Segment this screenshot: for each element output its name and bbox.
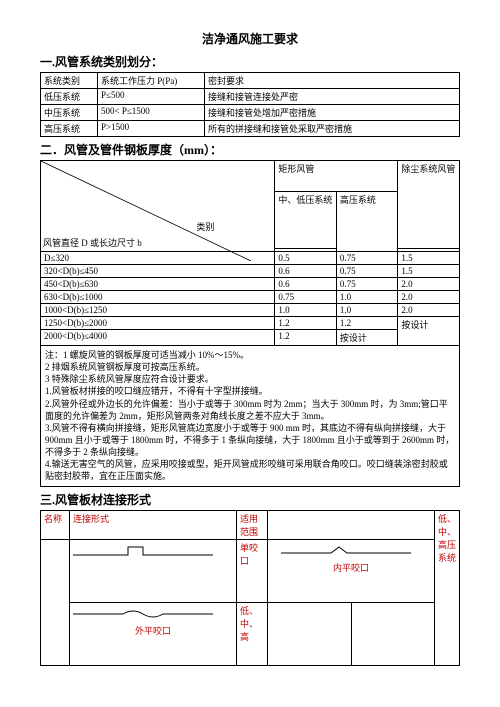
t3-h0: 名称 xyxy=(41,510,70,539)
joint-line-icon xyxy=(73,541,233,561)
table-thickness: 类别 风管直径 D 或长边尺寸 b 矩形风管 除尘系统风管 中、低压系统 高压系… xyxy=(40,160,460,346)
t2-label-diam: 风管直径 D 或长边尺寸 b xyxy=(43,236,142,249)
t2-r4c3: 2.0 xyxy=(398,304,460,317)
t3-name-blank xyxy=(41,539,70,665)
note-5: 3.风管不得有横向拼接缝，矩形风管底边宽度小于或等于 900 mm 时，其底边不… xyxy=(45,422,455,458)
t2-h-high: 高压系统 xyxy=(336,192,398,252)
note-3: 1.风管板材拼接的咬口缝应错开，不得有十字型拼接缝。 xyxy=(45,385,455,397)
t1-r1c1: 500< P≤1500 xyxy=(98,105,205,121)
t1-r0c2: 接缝和接管连接处严密 xyxy=(205,89,460,105)
t1-r2c0: 高压系统 xyxy=(41,121,98,137)
t2-diag-cell: 类别 风管直径 D 或长边尺寸 b xyxy=(41,161,275,252)
joint-line-icon xyxy=(73,604,233,624)
t2-r3c2: 1.0 xyxy=(336,291,398,304)
t3-single-bite-label: 单咬口 xyxy=(237,539,268,602)
t2-r5c2: 1.2 xyxy=(336,317,398,330)
t2-label-type: 类别 xyxy=(196,220,214,233)
t2-h-lowmid: 中、低压系统 xyxy=(275,192,337,249)
t2-r6c2: 按设计 xyxy=(336,330,398,346)
t1-h1: 系统工作压力 P(Pa) xyxy=(98,73,205,89)
t2-r0c1: 0.5 xyxy=(275,252,337,265)
note-2: 3 特殊除尘系统风管厚度应符合设计要求。 xyxy=(45,373,455,385)
t2-h-rect: 矩形风管 xyxy=(275,161,398,192)
t1-r0c0: 低压系统 xyxy=(41,89,98,105)
t2-h-dust: 除尘系统风管 xyxy=(398,161,460,249)
t2-r2c1: 0.6 xyxy=(275,278,337,291)
t2-r1c2: 0.75 xyxy=(336,265,398,278)
page-title: 洁净通风施工要求 xyxy=(40,30,460,47)
t3-outer-flat-label: 外平咬口 xyxy=(73,624,233,637)
t2-r5c1: 1.2 xyxy=(275,317,337,330)
t1-r2c2: 所有的拼接缝和接管处采取严密措施 xyxy=(205,121,460,137)
note-1: 2 排烟系统风管钢板厚度可按高压系统。 xyxy=(45,361,455,373)
note-0: 注：1 螺旋风管的钢板厚度可适当减小 10%～15%。 xyxy=(45,349,455,361)
section3-heading: 三.风管板材连接形式 xyxy=(40,491,460,508)
t2-r1c1: 0.6 xyxy=(275,265,337,278)
t2-r3c3: 2.0 xyxy=(398,291,460,304)
note-6: 4.输送无害空气的风管，应采用咬接或型，矩开风管成形咬缝可采用联合角咬口。咬口缝… xyxy=(45,458,455,482)
t1-h2: 密封要求 xyxy=(205,73,460,89)
t2-r6c0: 2000<D(b)≤4000 xyxy=(41,330,275,346)
t2-r4c1: 1.0 xyxy=(275,304,337,317)
joint-line-icon xyxy=(281,541,431,561)
note-4: 2.风管外径或外边长的允许偏差：当小于或等于 300mm 时为 2mm；当大于 … xyxy=(45,398,455,422)
t1-r0c1: P≤500 xyxy=(98,89,205,105)
t2-r4c2: 1.0 xyxy=(336,304,398,317)
t3-h-blank xyxy=(268,510,435,539)
t2-r1c3: 1.5 xyxy=(398,265,460,278)
t3-h2: 适用范围 xyxy=(237,510,268,539)
t3-blank-b xyxy=(351,602,435,665)
t2-r0c3: 1.5 xyxy=(398,252,460,265)
t3-inner-flat-cell: 内平咬口 xyxy=(268,539,435,602)
t3-scope-right: 低、中、高压系统 xyxy=(435,510,460,665)
table-connection: 名称 连接形式 适用范围 低、中、高压系统 单咬口 内平咬口 外平咬口 低、中、… xyxy=(40,510,460,666)
t2-r1c0: 320<D(b)≤450 xyxy=(41,265,275,278)
t3-inner-flat-label: 内平咬口 xyxy=(271,561,431,574)
t2-r6c1: 1.2 xyxy=(275,330,337,346)
t1-r2c1: P>1500 xyxy=(98,121,205,137)
t2-r2c0: 450<D(b)≤630 xyxy=(41,278,275,291)
t3-h1: 连接形式 xyxy=(70,510,237,539)
t3-outer-flat-cell: 外平咬口 xyxy=(70,602,237,665)
t2-r2c2: 0.75 xyxy=(336,278,398,291)
t1-h0: 系统类别 xyxy=(41,73,98,89)
notes-box: 注：1 螺旋风管的钢板厚度可适当减小 10%～15%。 2 排烟系统风管钢板厚度… xyxy=(40,346,460,487)
section2-heading: 二．风管及管件钢板厚度（mm）： xyxy=(40,141,460,158)
t2-r5c0: 1250<D(b)≤2000 xyxy=(41,317,275,330)
t2-r5c3: 按设计 xyxy=(398,317,460,346)
t3-scope-mid: 低、中、高 xyxy=(237,602,268,665)
t2-r3c0: 630<D(b)≤1000 xyxy=(41,291,275,304)
t2-r3c1: 0.75 xyxy=(275,291,337,304)
t2-r2c3: 2.0 xyxy=(398,278,460,291)
t2-r0c2: 0.75 xyxy=(336,252,398,265)
t3-blank-a xyxy=(268,602,352,665)
table-classification: 系统类别 系统工作压力 P(Pa) 密封要求 低压系统 P≤500 接缝和接管连… xyxy=(40,72,460,137)
t3-single-bite-cell xyxy=(70,539,237,602)
t1-r1c2: 接缝和接管处增加严密措施 xyxy=(205,105,460,121)
section1-heading: 一.风管系统类别划分： xyxy=(40,53,460,70)
t2-r4c0: 1000<D(b)≤1250 xyxy=(41,304,275,317)
t1-r1c0: 中压系统 xyxy=(41,105,98,121)
